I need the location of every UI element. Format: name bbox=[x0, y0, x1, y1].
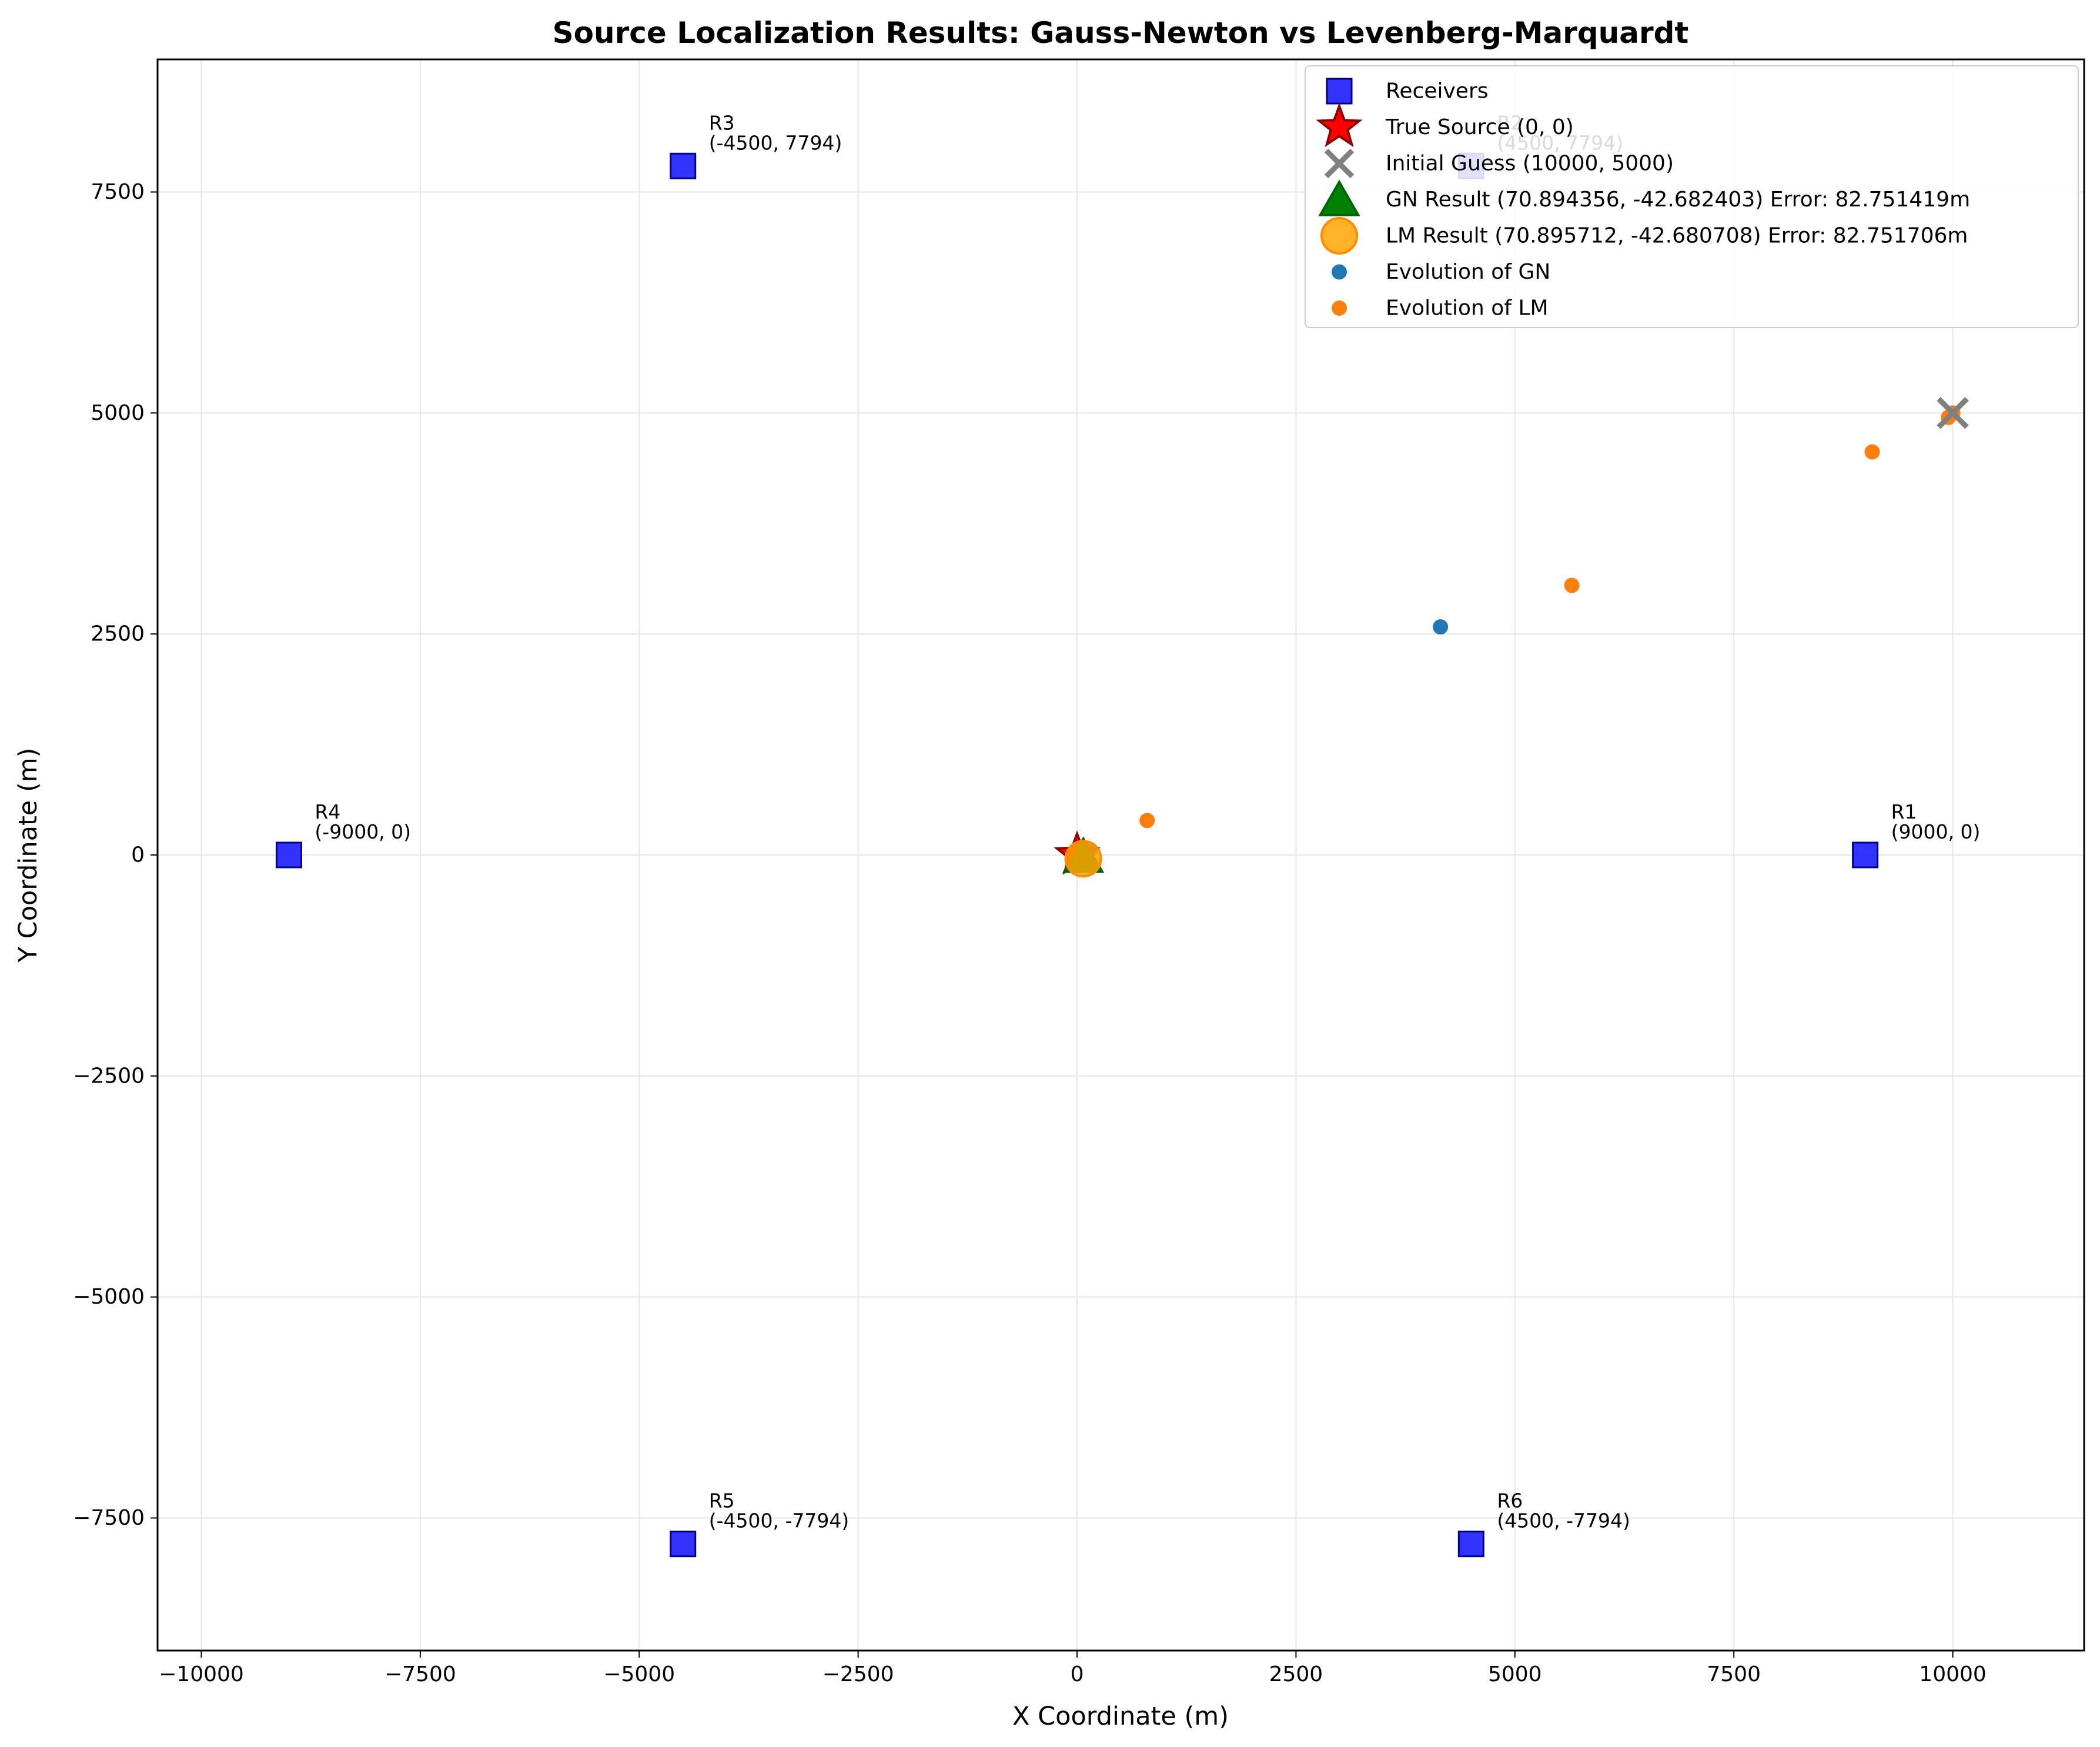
receiver-marker-r4 bbox=[275, 841, 302, 869]
chart-title: Source Localization Results: Gauss-Newto… bbox=[553, 16, 1689, 50]
legend-marker-evo_gn bbox=[1332, 264, 1347, 280]
x-tick-label-1: −7500 bbox=[384, 1662, 456, 1686]
legend-marker-true bbox=[1316, 102, 1363, 148]
receiver-marker-r6 bbox=[1457, 1531, 1484, 1558]
legend-marker-initial bbox=[1324, 148, 1355, 179]
legend-label-evo_lm: Evolution of LM bbox=[1386, 296, 1549, 320]
legend-marker-evo_lm bbox=[1332, 300, 1347, 316]
receiver-coords-r6: (4500, -7794) bbox=[1497, 1509, 1630, 1532]
x-axis-title: X Coordinate (m) bbox=[1012, 1702, 1229, 1731]
legend-label-evo_gn: Evolution of GN bbox=[1386, 260, 1550, 284]
lm-result-marker bbox=[1064, 840, 1102, 878]
y-axis-title: Y Coordinate (m) bbox=[14, 748, 43, 963]
receiver-label-r5: R5 bbox=[709, 1489, 735, 1512]
receiver-marker-r1 bbox=[1852, 841, 1879, 869]
y-tick-label-4: 2500 bbox=[91, 622, 145, 646]
receiver-label-r1: R1 bbox=[1891, 800, 1917, 823]
initial-guess-marker bbox=[1937, 397, 1969, 429]
y-tick-label-2: −2500 bbox=[73, 1064, 145, 1088]
receiver-marker-r5 bbox=[670, 1531, 697, 1558]
legend-label-true: True Source (0, 0) bbox=[1385, 115, 1574, 139]
y-tick-label-6: 7500 bbox=[91, 180, 145, 204]
receiver-label-r6: R6 bbox=[1497, 1489, 1523, 1512]
initial-guess-marker-stroke-b bbox=[1937, 397, 1969, 429]
x-tick-label-7: 7500 bbox=[1707, 1662, 1761, 1686]
lm-evolution-point-2 bbox=[1864, 444, 1880, 460]
legend-label-lm: LM Result (70.895712, -42.680708) Error:… bbox=[1386, 224, 1968, 248]
x-tick-label-6: 5000 bbox=[1488, 1662, 1542, 1686]
y-tick-label-3: 0 bbox=[131, 843, 145, 867]
legend-label-initial: Initial Guess (10000, 5000) bbox=[1386, 152, 1674, 176]
axes: −10000 −7500 −5000 −2500 0 2500 5000 7500 10000 −… bbox=[73, 180, 1987, 1686]
receiver-label-r3: R3 bbox=[709, 111, 735, 134]
lm-evolution-point-4 bbox=[1139, 813, 1155, 829]
receiver-coords-r4: (-9000, 0) bbox=[315, 820, 411, 843]
receiver-coords-r5: (-4500, -7794) bbox=[709, 1509, 850, 1532]
x-tick-label-4: 0 bbox=[1071, 1662, 1084, 1686]
x-tick-label-2: −5000 bbox=[603, 1662, 675, 1686]
legend-label-receivers: Receivers bbox=[1386, 79, 1489, 103]
y-tick-label-5: 5000 bbox=[91, 401, 145, 425]
legend-marker-initial-stroke-b bbox=[1324, 148, 1355, 179]
receiver-coords-r1: (9000, 0) bbox=[1891, 820, 1981, 843]
gn-evolution-point-1 bbox=[1433, 619, 1449, 635]
receiver-marker-r3 bbox=[670, 152, 697, 179]
legend-marker-gn bbox=[1318, 179, 1360, 216]
x-tick-label-3: −2500 bbox=[822, 1662, 894, 1686]
receiver-label-r4: R4 bbox=[315, 800, 340, 823]
legend-marker-lm bbox=[1320, 217, 1358, 255]
x-tick-label-8: 10000 bbox=[1919, 1662, 1987, 1686]
y-tick-label-0: −7500 bbox=[73, 1506, 145, 1530]
legend-marker-receivers bbox=[1326, 78, 1353, 105]
x-tick-label-0: −10000 bbox=[159, 1662, 244, 1686]
receiver-coords-r3: (-4500, 7794) bbox=[709, 131, 842, 154]
legend: Receivers True Source (0, 0) Initial Guess… bbox=[1305, 65, 2079, 328]
legend-label-gn: GN Result (70.894356, -42.682403) Error:… bbox=[1386, 188, 1970, 212]
x-tick-label-5: 2500 bbox=[1269, 1662, 1323, 1686]
y-tick-label-1: −5000 bbox=[73, 1285, 145, 1309]
legend-box bbox=[1305, 65, 2079, 328]
lm-evolution-point-3 bbox=[1564, 577, 1580, 593]
